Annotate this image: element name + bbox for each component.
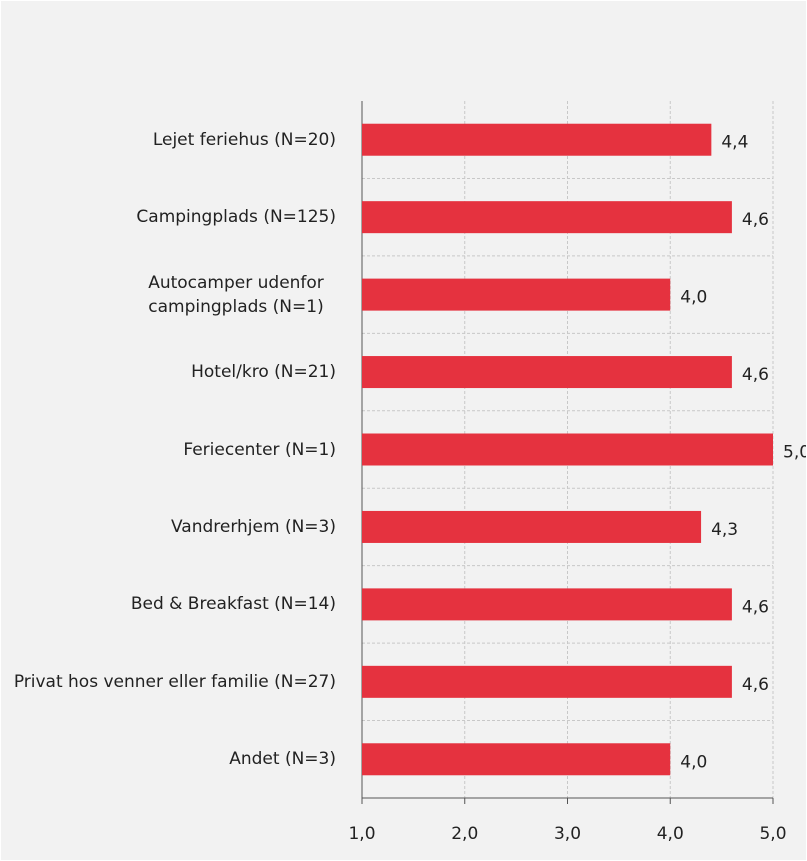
value-label: 4,6: [742, 210, 769, 230]
category-label: Bed & Breakfast (N=14): [131, 592, 336, 616]
category-text: Campingplads (N=125): [136, 207, 336, 228]
category-label: Andet (N=3): [229, 747, 336, 771]
category-label: Vandrerhjem (N=3): [171, 515, 336, 539]
x-tick-label: 5,0: [759, 824, 786, 844]
bar: [362, 433, 773, 466]
category-label: Hotel/kro (N=21): [191, 360, 336, 384]
bar: [362, 588, 732, 621]
category-label: Autocamper udenfor campingplads (N=1): [136, 271, 336, 319]
category-label: Privat hos venner eller familie (N=27): [14, 670, 336, 694]
bar: [362, 123, 712, 156]
value-label: 4,3: [711, 520, 738, 540]
category-label: Lejet feriehus (N=20): [153, 128, 336, 152]
category-text: Andet (N=3): [229, 749, 336, 770]
bar: [362, 743, 671, 776]
x-tick-label: 4,0: [657, 824, 684, 844]
value-label: 4,6: [742, 365, 769, 385]
category-text: Bed & Breakfast (N=14): [130, 594, 336, 615]
x-tick-label: 2,0: [451, 824, 478, 844]
category-text: Feriecenter (N=1): [183, 439, 336, 460]
category-text: Lejet feriehus (N=20): [152, 129, 336, 150]
value-label: 4,4: [721, 133, 748, 153]
category-text: Privat hos venner eller familie (N=27): [13, 671, 336, 692]
value-label: 4,6: [742, 597, 769, 617]
bar: [362, 356, 732, 389]
category-text: Autocamper udenfor campingplads (N=1): [148, 272, 324, 317]
value-label: 5,0: [783, 443, 806, 463]
value-label: 4,6: [742, 675, 769, 695]
category-text: Hotel/kro (N=21): [191, 362, 336, 383]
x-tick-label: 3,0: [554, 824, 581, 844]
category-label: Campingplads (N=125): [136, 205, 336, 229]
bar: [362, 510, 702, 543]
bar: [362, 665, 732, 698]
x-tick-label: 1,0: [348, 824, 375, 844]
value-label: 4,0: [680, 288, 707, 308]
value-label: 4,0: [680, 752, 707, 772]
bar: [362, 278, 671, 311]
bar: [362, 201, 732, 234]
category-text: Vandrerhjem (N=3): [170, 516, 336, 537]
category-label: Feriecenter (N=1): [183, 438, 336, 462]
